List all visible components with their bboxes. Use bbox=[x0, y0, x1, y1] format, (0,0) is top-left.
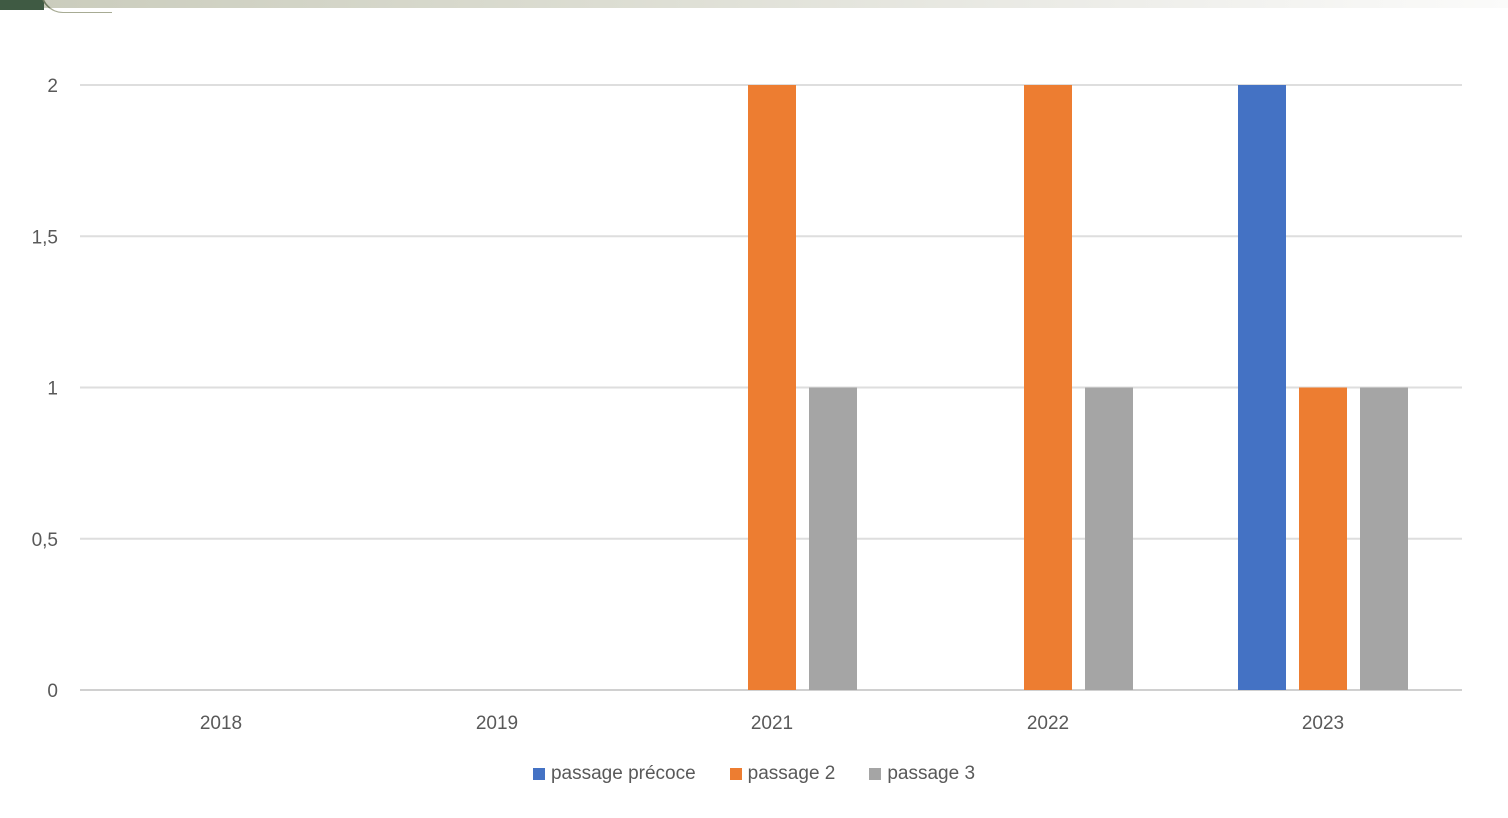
legend-item: passage précoce bbox=[532, 763, 696, 785]
x-tick-label: 2023 bbox=[1302, 713, 1344, 734]
legend-swatch bbox=[729, 768, 742, 780]
legend-item: passage 2 bbox=[729, 763, 836, 785]
y-tick-label: 0,5 bbox=[32, 530, 58, 551]
bar-passage-3-2022 bbox=[1085, 387, 1133, 690]
legend-swatch bbox=[532, 768, 545, 780]
y-tick-label: 2 bbox=[47, 76, 58, 97]
bar-passage-2-2022 bbox=[1024, 85, 1072, 690]
slide-top-strip bbox=[0, 0, 1508, 8]
x-tick-label: 2019 bbox=[476, 713, 518, 734]
x-tick-label: 2018 bbox=[200, 713, 242, 734]
legend-label: passage 3 bbox=[887, 763, 976, 784]
bar-passage-précoce-2023 bbox=[1238, 85, 1286, 690]
legend-swatch bbox=[869, 768, 882, 780]
bar-passage-3-2023 bbox=[1360, 387, 1408, 690]
bar-passage-3-2021 bbox=[809, 387, 857, 690]
legend-label: passage précoce bbox=[550, 763, 696, 784]
x-tick-label: 2021 bbox=[751, 713, 793, 734]
legend-item: passage 3 bbox=[869, 763, 975, 785]
slide-corner-decoration bbox=[0, 0, 44, 10]
y-tick-label: 0 bbox=[47, 681, 58, 702]
y-tick-label: 1 bbox=[47, 379, 58, 400]
legend-label: passage 2 bbox=[747, 763, 836, 784]
chart-legend: passage précoce passage 2 passage 3 bbox=[0, 760, 1508, 788]
x-tick-label: 2022 bbox=[1027, 713, 1069, 734]
bar-passage-2-2023 bbox=[1299, 387, 1347, 690]
bar-passage-2-2021 bbox=[748, 85, 796, 690]
y-tick-label: 1,5 bbox=[32, 227, 58, 248]
